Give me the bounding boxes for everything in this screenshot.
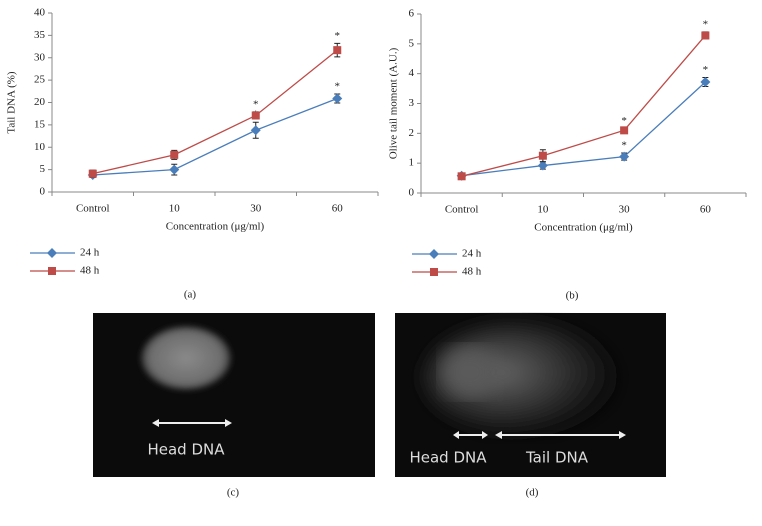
legend-marker	[429, 249, 439, 259]
y-tick-label: 15	[34, 118, 46, 130]
legend-marker	[430, 268, 438, 276]
series-line	[461, 35, 706, 177]
legend-marker	[48, 267, 56, 275]
point	[332, 93, 343, 104]
y-tick-label: 40	[34, 7, 46, 19]
x-tick-label: 30	[619, 204, 631, 216]
significance-marker: *	[621, 140, 627, 152]
point	[250, 125, 261, 136]
y-axis-label: Tail DNA (%)	[6, 71, 18, 133]
point	[251, 111, 260, 120]
point	[619, 151, 630, 162]
legend-label: 24 h	[462, 248, 482, 260]
significance-marker: *	[703, 18, 709, 30]
comet-head	[442, 347, 498, 397]
significance-marker: *	[253, 98, 259, 110]
y-tick-label: 5	[40, 163, 46, 175]
panel-label: (c)	[227, 487, 240, 499]
y-tick-label: 35	[34, 29, 46, 41]
y-axis-label: Olive tail moment (A.U.)	[388, 47, 400, 159]
x-axis-label: Concentration (μg/ml)	[534, 222, 633, 234]
series-line	[92, 97, 338, 176]
x-tick-label: 30	[250, 203, 262, 215]
point	[333, 46, 342, 55]
significance-marker: *	[621, 115, 627, 127]
y-tick-label: 20	[34, 96, 46, 108]
point	[170, 150, 179, 159]
comet-head	[141, 326, 231, 390]
legend-label: 48 h	[462, 266, 482, 278]
y-tick-label: 5	[409, 37, 415, 49]
panel-label: (a)	[184, 289, 197, 301]
x-tick-label: 10	[169, 203, 181, 215]
point	[538, 151, 547, 160]
x-tick-label: 60	[332, 203, 344, 215]
y-tick-label: 0	[40, 186, 46, 198]
legend-marker	[47, 248, 57, 258]
legend-label: 48 h	[80, 265, 100, 277]
significance-marker: *	[335, 30, 341, 42]
point	[537, 160, 548, 171]
legend-label: 24 h	[80, 247, 100, 259]
image-annotation: Head DNA	[409, 449, 487, 467]
x-tick-label: 60	[700, 204, 712, 216]
point	[701, 31, 710, 40]
image-annotation: Tail DNA	[525, 449, 589, 467]
comet-image	[93, 313, 375, 477]
y-tick-label: 4	[409, 67, 415, 79]
y-tick-label: 0	[409, 187, 415, 199]
y-tick-label: 2	[409, 127, 415, 139]
x-axis-label: Concentration (μg/ml)	[166, 221, 265, 233]
x-tick-label: Control	[76, 203, 110, 215]
x-tick-label: 10	[537, 204, 549, 216]
series-line	[461, 81, 706, 177]
point	[620, 126, 629, 135]
x-tick-label: Control	[445, 204, 479, 216]
y-tick-label: 30	[34, 51, 46, 63]
y-tick-label: 10	[34, 141, 46, 153]
panel-label: (b)	[566, 290, 579, 302]
y-tick-label: 6	[409, 8, 415, 20]
series-line	[92, 49, 338, 175]
y-tick-label: 3	[409, 97, 415, 109]
point	[88, 169, 97, 178]
y-tick-label: 1	[409, 157, 415, 169]
y-tick-label: 25	[34, 74, 46, 86]
panel-label: (d)	[526, 487, 539, 499]
point	[457, 172, 466, 181]
image-annotation: Head DNA	[147, 441, 225, 459]
point	[169, 164, 180, 175]
point	[700, 77, 711, 88]
significance-marker: *	[335, 81, 341, 93]
significance-marker: *	[703, 64, 709, 76]
